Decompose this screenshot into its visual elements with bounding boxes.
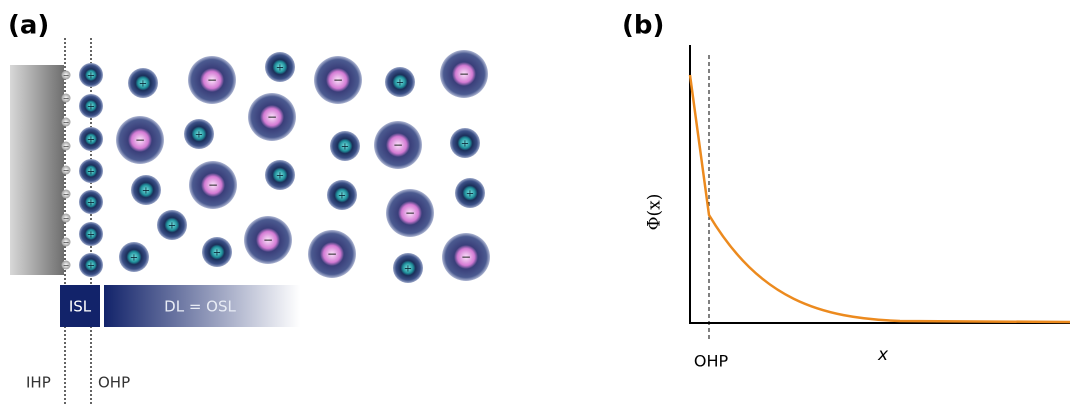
surface-sign: − [63,261,70,270]
anion-sign: − [207,73,217,87]
anion-sign: − [263,233,273,247]
anion-sign: − [208,178,218,192]
surface-sign: − [63,190,70,199]
cation-sign: + [87,261,95,272]
anion-sign: − [135,133,145,147]
anion-sign: − [405,206,415,220]
cation-sign: + [139,79,147,90]
electrode [10,65,64,275]
cation-sign: + [213,248,221,259]
cation-sign: + [87,167,95,178]
cation-sign: + [87,135,95,146]
cation-sign: + [276,63,284,74]
cation-sign: + [466,189,474,200]
dl-label: DL = OSL [164,298,236,316]
surface-sign: − [63,94,70,103]
cation-sign: + [87,71,95,82]
x-axis-label: x [877,345,889,365]
ohp-label: OHP [694,352,729,371]
cation-sign: + [276,171,284,182]
ihp-label: IHP [26,374,51,392]
cation-sign: + [168,221,176,232]
surface-sign: − [63,214,70,223]
surface-sign: − [63,238,70,247]
surface-sign: − [63,142,70,151]
anion-sign: − [393,138,403,152]
surface-sign: − [63,118,70,127]
anion-sign: − [459,67,469,81]
cation-sign: + [461,139,469,150]
surface-sign: − [63,71,70,80]
anion-sign: − [333,73,343,87]
cation-sign: + [404,264,412,275]
cation-sign: + [87,198,95,209]
cation-sign: + [341,142,349,153]
figure: (a) ISL DL = OSL IHP OHP − − − − − − − − − + + + + + +… [0,0,1071,410]
surface-sign: − [63,166,70,175]
cation-sign: + [142,186,150,197]
cation-sign: + [396,78,404,89]
cation-sign: + [338,191,346,202]
ohp-label: OHP [98,374,130,392]
y-axis-label: Φ(x) [645,194,665,231]
potential-curve [690,75,1070,322]
cation-sign: + [87,230,95,241]
panel-label: (b) [622,11,664,41]
panel-label: (a) [8,11,49,41]
cation-sign: + [195,130,203,141]
cation-sign: + [87,102,95,113]
cation-sign: + [130,253,138,264]
anion-sign: − [461,250,471,264]
panel-b: (b) Φ(x) x OHP [622,11,1070,371]
anion-sign: − [327,247,337,261]
isl-label: ISL [69,298,92,316]
anion-sign: − [267,110,277,124]
panel-a: (a) ISL DL = OSL IHP OHP − − − − − − − − − + + + + + +… [8,11,490,406]
